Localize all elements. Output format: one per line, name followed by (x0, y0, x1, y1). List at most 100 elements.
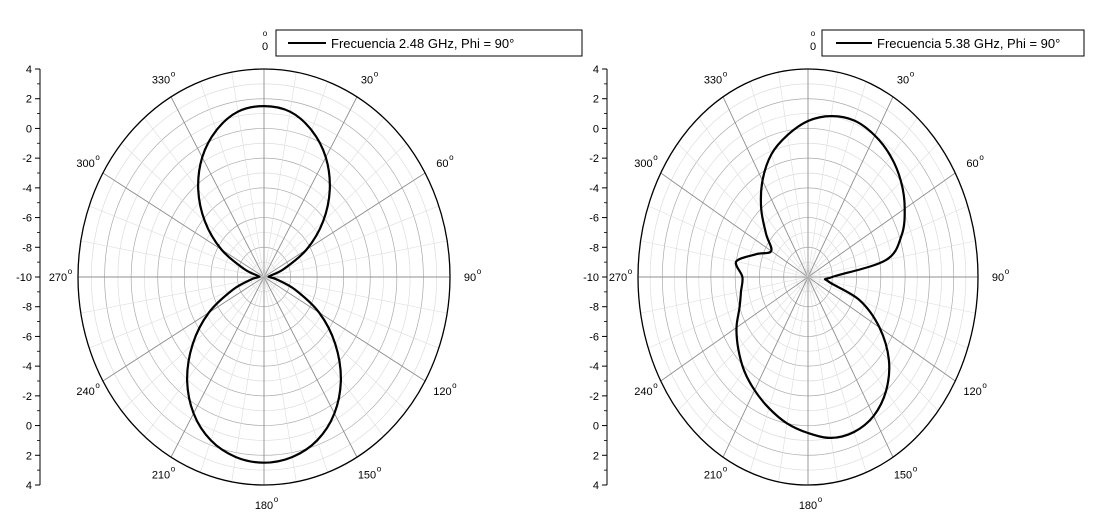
grid-spoke-major (807, 276, 956, 382)
degree-sign: o (263, 29, 268, 38)
grid-spoke-major (807, 172, 956, 278)
degree-sign: o (1005, 267, 1010, 276)
grid-spoke-minor (778, 276, 809, 482)
grid-spoke-major (722, 276, 809, 458)
radial-tick-label: -6 (22, 213, 32, 225)
degree-sign: o (910, 70, 915, 79)
series-curve (185, 105, 343, 464)
radial-tick-label: -6 (589, 213, 599, 225)
angle-label: 180 (799, 500, 817, 512)
angle-label: 330 (704, 75, 722, 87)
radial-tick-label: -4 (22, 183, 32, 195)
grid-spoke-minor (807, 276, 968, 349)
grid-spoke-minor (263, 276, 384, 437)
angle-label: 60 (966, 158, 978, 170)
grid-spoke-major (660, 276, 809, 382)
grid-spoke-minor (89, 205, 265, 278)
angle-label: 240 (634, 386, 652, 398)
angle-label: 330 (152, 75, 170, 87)
angle-label: 120 (433, 386, 451, 398)
grid-spoke-major (807, 276, 894, 458)
grid-spoke-minor (80, 240, 265, 278)
degree-sign: o (653, 153, 658, 162)
radial-tick-label: -4 (589, 183, 599, 195)
grid-spoke-minor (807, 205, 968, 278)
grid-spoke-minor (807, 276, 918, 437)
grid-spoke-minor (263, 72, 297, 278)
polar-chart-1: 0o30o60o90o120o150o180o210o240o270o300o3… (16, 29, 583, 512)
grid-spoke-major (807, 96, 894, 278)
radial-tick-label: 4 (26, 64, 32, 76)
radial-tick-label: -4 (589, 361, 599, 373)
polar-chart-2: 0o30o60o90o120o150o180o210o240o270o300o3… (583, 29, 1085, 512)
angle-label: 120 (963, 386, 981, 398)
degree-sign: o (477, 267, 482, 276)
grid-spoke-minor (144, 276, 265, 437)
degree-sign: o (811, 29, 816, 38)
grid-spoke-minor (807, 143, 939, 278)
radial-tick-label: -8 (22, 242, 32, 254)
radial-tick-label: 4 (26, 480, 32, 492)
grid-spoke-minor (263, 276, 297, 482)
grid-spoke-minor (263, 276, 439, 349)
radial-tick-label: 2 (26, 94, 32, 106)
grid-spoke-minor (807, 81, 867, 278)
degree-sign: o (377, 464, 382, 473)
grid-spoke-major (102, 172, 265, 278)
degree-sign: o (628, 267, 633, 276)
degree-sign: o (95, 381, 100, 390)
grid-spoke-minor (80, 276, 265, 314)
degree-sign: o (68, 267, 73, 276)
grid-spoke-major (170, 276, 265, 458)
grid-spoke-minor (749, 276, 809, 473)
legend: Frecuencia 2.48 GHz, Phi = 90° (275, 29, 583, 57)
grid-spoke-major (263, 172, 426, 278)
radial-tick-label: 4 (593, 480, 599, 492)
series-curve (734, 114, 906, 440)
grid-spoke-major (722, 96, 809, 278)
angle-label: 300 (634, 158, 652, 170)
grid-spoke-minor (231, 276, 265, 482)
angle-label: 270 (609, 272, 627, 284)
grid-spoke-major (102, 276, 265, 382)
grid-spoke-major (263, 96, 358, 278)
grid-spoke-minor (231, 72, 265, 278)
degree-sign: o (449, 153, 454, 162)
radial-tick-label: -8 (589, 302, 599, 314)
radial-tick-label: 0 (593, 123, 599, 135)
radial-tick-label: -2 (22, 391, 32, 403)
grid-spoke-minor (89, 276, 265, 349)
grid-spoke-minor (749, 81, 809, 278)
grid-spoke-major (263, 276, 426, 382)
grid-spoke-minor (807, 72, 838, 278)
plot-boundary (77, 68, 451, 486)
grid-spoke-minor (200, 276, 265, 473)
angle-label: 30 (361, 75, 373, 87)
grid-spoke-minor (263, 205, 439, 278)
legend: Frecuencia 5.38 GHz, Phi = 90° (821, 29, 1085, 57)
grid-spoke-major (170, 96, 265, 278)
degree-sign: o (274, 495, 279, 504)
degree-sign: o (818, 495, 823, 504)
grid-spoke-minor (677, 143, 809, 278)
plot-boundary (637, 68, 979, 486)
grid-spoke-minor (263, 276, 448, 314)
radial-tick-label: -2 (589, 153, 599, 165)
angle-label: 0 (262, 41, 268, 53)
grid-spoke-minor (807, 240, 976, 278)
angle-label: 60 (436, 158, 448, 170)
grid-spoke-minor (677, 276, 809, 411)
angle-label: 150 (358, 469, 376, 481)
grid-spoke-minor (698, 276, 809, 437)
radial-tick-label: 0 (26, 421, 32, 433)
grid-spoke-minor (807, 117, 918, 278)
angle-label: 240 (76, 386, 94, 398)
radial-tick-label: 4 (593, 64, 599, 76)
angle-label: 270 (49, 272, 67, 284)
radial-tick-label: -8 (589, 242, 599, 254)
grid-spoke-minor (778, 72, 809, 278)
degree-sign: o (982, 381, 987, 390)
degree-sign: o (171, 70, 176, 79)
radial-tick-label: -6 (22, 331, 32, 343)
grid-spoke-minor (121, 143, 265, 278)
